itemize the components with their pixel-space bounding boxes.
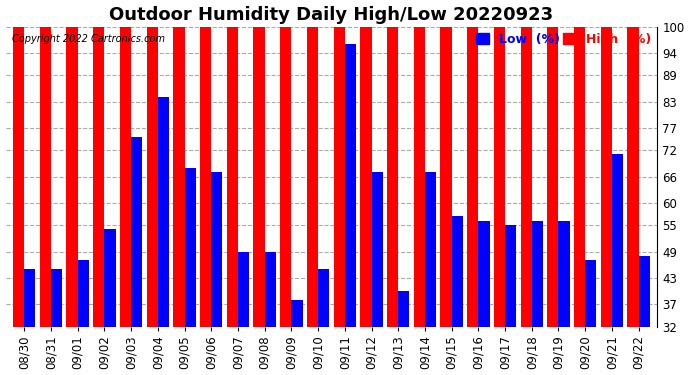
- Bar: [612, 154, 623, 327]
- Bar: [345, 44, 356, 327]
- Bar: [532, 220, 543, 327]
- Bar: [200, 27, 211, 327]
- Bar: [558, 220, 570, 327]
- Bar: [398, 291, 409, 327]
- Title: Outdoor Humidity Daily High/Low 20220923: Outdoor Humidity Daily High/Low 20220923: [110, 6, 553, 24]
- Bar: [505, 225, 516, 327]
- Bar: [211, 172, 222, 327]
- Bar: [478, 220, 490, 327]
- Bar: [467, 27, 478, 327]
- Bar: [307, 27, 318, 327]
- Bar: [40, 27, 51, 327]
- Bar: [387, 27, 398, 327]
- Bar: [158, 97, 169, 327]
- Bar: [146, 27, 158, 327]
- Bar: [574, 27, 585, 327]
- Bar: [78, 260, 89, 327]
- Bar: [520, 27, 532, 327]
- Bar: [452, 216, 463, 327]
- Bar: [440, 27, 452, 327]
- Bar: [238, 252, 249, 327]
- Bar: [371, 172, 383, 327]
- Bar: [93, 27, 104, 327]
- Bar: [333, 27, 345, 327]
- Bar: [120, 27, 131, 327]
- Text: Copyright 2022 Cartronics.com: Copyright 2022 Cartronics.com: [12, 34, 165, 44]
- Bar: [66, 27, 78, 327]
- Legend: Low  (%), High  (%): Low (%), High (%): [476, 33, 651, 46]
- Bar: [547, 27, 558, 327]
- Bar: [318, 269, 329, 327]
- Bar: [280, 27, 291, 327]
- Bar: [601, 27, 612, 327]
- Bar: [585, 260, 596, 327]
- Bar: [265, 252, 276, 327]
- Bar: [13, 27, 24, 327]
- Bar: [253, 27, 265, 327]
- Bar: [360, 27, 371, 327]
- Bar: [104, 230, 116, 327]
- Bar: [425, 172, 436, 327]
- Bar: [639, 256, 650, 327]
- Bar: [184, 168, 196, 327]
- Bar: [51, 269, 62, 327]
- Bar: [173, 27, 184, 327]
- Bar: [291, 300, 303, 327]
- Bar: [627, 27, 639, 327]
- Bar: [227, 27, 238, 327]
- Bar: [414, 27, 425, 327]
- Bar: [131, 137, 142, 327]
- Bar: [494, 27, 505, 327]
- Bar: [24, 269, 35, 327]
